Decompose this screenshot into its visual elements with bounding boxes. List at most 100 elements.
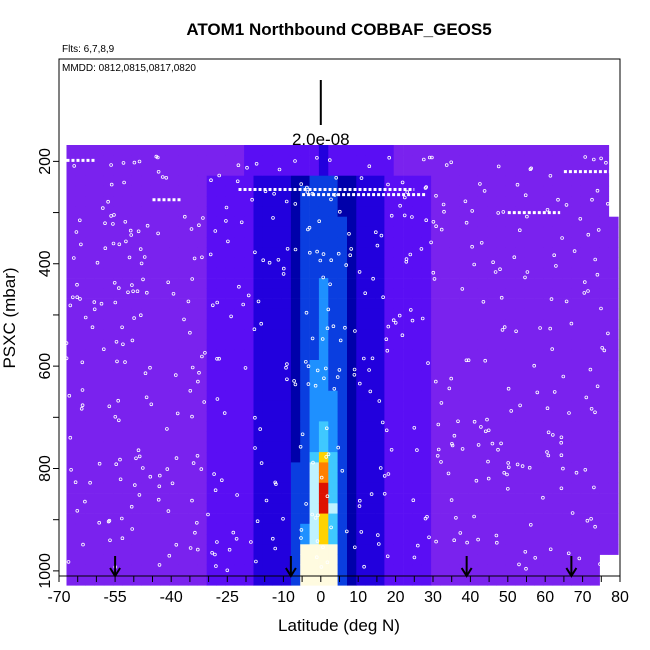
heatmap-cell	[515, 155, 526, 166]
heatmap-cell	[356, 544, 366, 555]
heatmap-cell	[590, 216, 600, 228]
sample-point	[432, 277, 437, 281]
heatmap-cell	[562, 503, 572, 514]
heatmap-cell	[225, 431, 236, 443]
heatmap-cell	[272, 298, 282, 310]
heatmap-cell	[505, 544, 516, 555]
heatmap-cell	[188, 185, 198, 197]
heatmap-cell	[169, 523, 180, 535]
heatmap-cell	[188, 380, 198, 392]
heatmap-cell	[141, 237, 151, 248]
heatmap-cell	[188, 196, 198, 207]
sample-point	[306, 227, 310, 232]
heatmap-cell	[487, 155, 497, 166]
heatmap-cell	[375, 523, 385, 535]
heatmap-cell	[580, 411, 591, 422]
heatmap-cell	[216, 145, 226, 156]
heatmap-cell	[141, 441, 151, 453]
y-tick-label: 200	[37, 148, 54, 175]
heatmap-cell	[85, 298, 95, 310]
y-tick-label: 600	[37, 353, 54, 380]
heatmap-cell	[113, 472, 123, 484]
heatmap-cell	[225, 237, 236, 248]
sample-point	[439, 460, 443, 464]
heatmap-cell	[496, 165, 507, 177]
heatmap-cell	[309, 319, 320, 330]
heatmap-cell	[590, 390, 600, 402]
heatmap-cell	[131, 360, 142, 371]
heatmap-cell	[459, 288, 469, 299]
heatmap-cell	[440, 421, 451, 432]
sample-point	[113, 414, 118, 419]
heatmap-cell	[534, 390, 544, 402]
heatmap-cell	[365, 206, 376, 217]
heatmap-cell	[534, 523, 544, 535]
sample-point	[400, 180, 405, 185]
heatmap-cell	[300, 482, 310, 494]
heatmap-cell	[356, 523, 366, 535]
heatmap-cell	[421, 175, 432, 187]
heatmap-cell	[206, 482, 217, 494]
heatmap-cell	[225, 175, 236, 187]
heatmap-cell	[281, 206, 292, 217]
heatmap-cell	[244, 226, 254, 238]
heatmap-cell	[562, 216, 572, 228]
heatmap-cell	[66, 554, 77, 566]
heatmap-cell	[449, 472, 460, 484]
heatmap-cell	[281, 329, 292, 340]
heatmap-cell	[515, 523, 526, 535]
heatmap-cell	[169, 247, 180, 258]
heatmap-cell	[440, 575, 451, 586]
heatmap-cell	[590, 226, 600, 238]
heatmap-cell	[571, 226, 582, 238]
heatmap-cell	[590, 400, 600, 412]
heatmap-cell	[384, 380, 395, 392]
heatmap-cell	[459, 534, 469, 545]
heatmap-cell	[309, 216, 320, 228]
heatmap-cell	[309, 370, 320, 381]
heatmap-cell	[244, 206, 254, 217]
heatmap-cell	[384, 523, 395, 535]
heatmap-cell	[131, 523, 142, 535]
heatmap-cell	[122, 380, 133, 392]
sample-point	[201, 216, 205, 220]
heatmap-cell	[197, 165, 208, 177]
heatmap-cell	[356, 226, 366, 238]
heatmap-cell	[75, 360, 86, 371]
heatmap-cell	[318, 206, 329, 217]
heatmap-cell	[66, 472, 77, 484]
sample-point	[494, 540, 499, 545]
heatmap-cell	[290, 523, 301, 535]
heatmap-cell	[66, 390, 77, 402]
heatmap-cell	[543, 339, 554, 351]
heatmap-cell	[431, 185, 441, 197]
sample-point	[132, 160, 137, 165]
heatmap-cell	[300, 339, 310, 351]
heatmap-cell	[534, 411, 544, 422]
heatmap-cell	[356, 400, 366, 412]
heatmap-cell	[365, 380, 376, 392]
sample-point	[303, 359, 308, 364]
heatmap-cell	[347, 339, 357, 351]
heatmap-cell	[487, 431, 497, 443]
sample-point	[310, 512, 315, 517]
sample-point	[95, 260, 100, 265]
heatmap-cell	[244, 288, 254, 299]
sample-point	[267, 260, 272, 265]
heatmap-cell	[608, 329, 619, 340]
sample-point	[523, 193, 528, 198]
heatmap-cell	[66, 534, 77, 545]
sample-point	[478, 182, 482, 186]
sample-point	[450, 443, 455, 448]
sample-point	[183, 214, 187, 219]
heatmap-cell	[318, 216, 329, 228]
sample-point	[523, 549, 528, 554]
heatmap-cell	[552, 360, 563, 371]
heatmap-cell	[384, 155, 395, 166]
heatmap-cell	[281, 257, 292, 269]
heatmap-cell	[515, 390, 526, 402]
heatmap-cell	[328, 441, 339, 453]
heatmap-cell	[505, 452, 516, 463]
heatmap-cell	[403, 155, 413, 166]
heatmap-cell	[347, 400, 357, 412]
